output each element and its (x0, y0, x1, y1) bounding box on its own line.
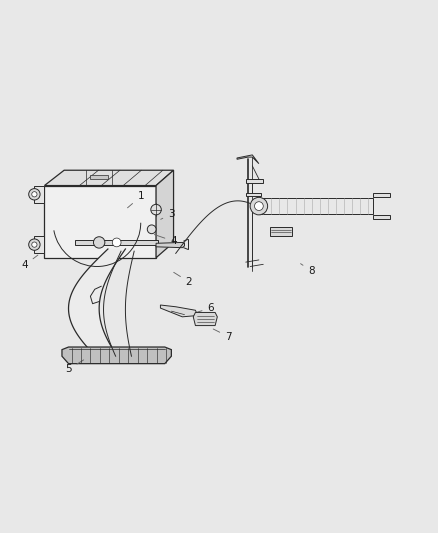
Polygon shape (68, 249, 125, 356)
Polygon shape (155, 243, 184, 248)
Polygon shape (372, 215, 389, 219)
Polygon shape (33, 185, 44, 203)
Circle shape (150, 204, 161, 215)
Text: 4: 4 (154, 235, 177, 246)
Polygon shape (245, 193, 261, 197)
Polygon shape (258, 198, 372, 214)
Text: 8: 8 (300, 264, 314, 276)
Circle shape (32, 192, 37, 197)
Text: 6: 6 (191, 303, 214, 314)
Text: 1: 1 (127, 191, 144, 208)
Circle shape (93, 237, 105, 248)
Polygon shape (237, 155, 258, 164)
Polygon shape (33, 236, 44, 253)
Circle shape (28, 239, 40, 251)
Polygon shape (160, 305, 197, 317)
Text: 2: 2 (173, 272, 192, 287)
Text: 5: 5 (65, 360, 84, 374)
Text: 7: 7 (213, 329, 231, 342)
Circle shape (254, 201, 263, 211)
Text: 3: 3 (160, 209, 174, 219)
Circle shape (250, 197, 267, 215)
Polygon shape (245, 179, 263, 183)
Polygon shape (193, 312, 217, 326)
Polygon shape (155, 170, 173, 258)
Polygon shape (44, 170, 173, 185)
Polygon shape (75, 240, 158, 245)
Circle shape (112, 238, 121, 247)
Polygon shape (269, 227, 291, 236)
Circle shape (32, 242, 37, 247)
Polygon shape (90, 175, 108, 179)
Polygon shape (44, 185, 155, 258)
Circle shape (28, 189, 40, 200)
Text: 4: 4 (21, 255, 38, 270)
Polygon shape (372, 193, 389, 197)
Circle shape (147, 225, 155, 233)
Polygon shape (62, 347, 171, 364)
